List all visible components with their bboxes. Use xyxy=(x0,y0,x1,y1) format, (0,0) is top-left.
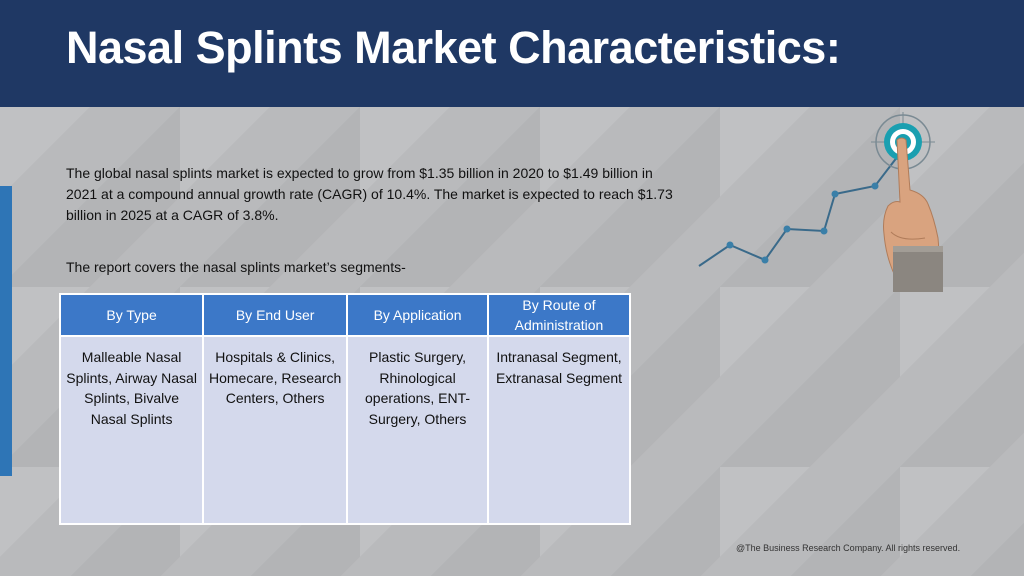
cell-by-type: Malleable Nasal Splints, Airway Nasal Sp… xyxy=(58,335,205,525)
left-accent-bar xyxy=(0,186,12,476)
growth-graphic xyxy=(698,112,943,292)
header-by-type: By Type xyxy=(58,293,205,337)
header-by-route: By Route of Administration xyxy=(487,293,631,337)
segments-table-row: Malleable Nasal Splints, Airway Nasal Sp… xyxy=(58,335,631,525)
header-by-end-user: By End User xyxy=(202,293,349,337)
cell-by-application: Plastic Surgery, Rhinological operations… xyxy=(346,335,489,525)
segments-table: By Type By End User By Application By Ro… xyxy=(58,293,631,525)
page-title: Nasal Splints Market Characteristics: xyxy=(66,22,841,73)
header-by-application: By Application xyxy=(346,293,489,337)
title-bar: Nasal Splints Market Characteristics: xyxy=(0,0,1024,107)
growth-trend-line-icon xyxy=(698,151,902,267)
segments-table-header-row: By Type By End User By Application By Ro… xyxy=(58,293,631,337)
segments-intro-text: The report covers the nasal splints mark… xyxy=(66,259,406,275)
copyright-footer: @The Business Research Company. All righ… xyxy=(736,543,961,553)
cell-by-end-user: Hospitals & Clinics, Homecare, Research … xyxy=(202,335,349,525)
market-summary-paragraph: The global nasal splints market is expec… xyxy=(66,165,673,223)
pointing-hand-icon xyxy=(883,137,943,292)
cell-by-route: Intranasal Segment, Extranasal Segment xyxy=(487,335,631,525)
